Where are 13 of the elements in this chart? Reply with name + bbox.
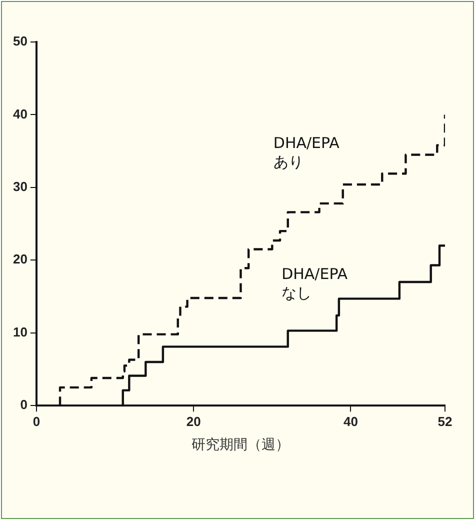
y-tick-label: 40	[12, 106, 28, 122]
y-tick-label: 0	[20, 397, 28, 412]
x-tick-label: 0	[32, 414, 40, 429]
x-tick-label: 52	[438, 414, 452, 429]
series-label: DHA/EPA なし	[282, 264, 348, 302]
y-tick-label: 10	[12, 324, 28, 340]
y-tick-label: 30	[12, 179, 28, 194]
x-axis-title: 研究期間（週）	[192, 437, 290, 454]
y-tick-label: 50	[12, 34, 28, 49]
x-tick-label: 40	[343, 414, 358, 429]
x-tick-label: 20	[186, 414, 201, 429]
y-tick-label: 20	[12, 252, 28, 267]
series-label: DHA/EPA あり	[273, 134, 340, 171]
